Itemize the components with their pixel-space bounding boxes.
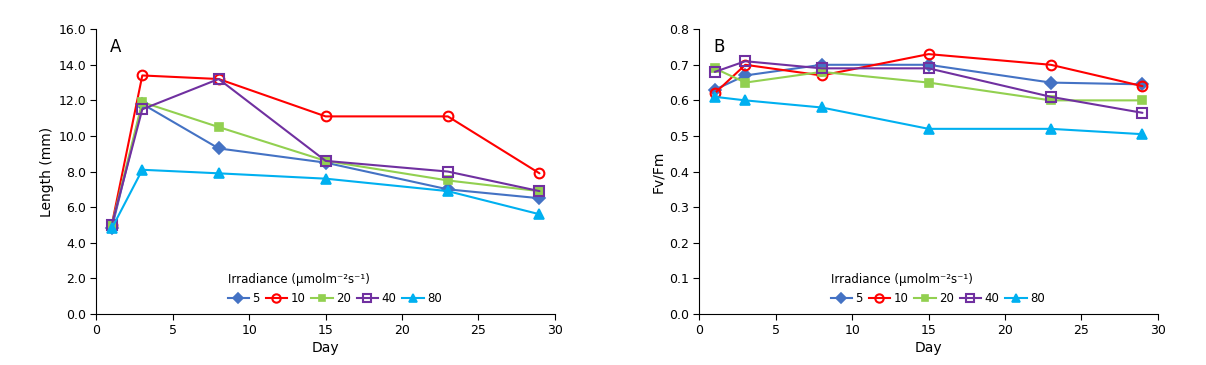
Text: B: B [713, 38, 725, 56]
Legend: 5, 10, 20, 40, 80: 5, 10, 20, 40, 80 [831, 273, 1044, 305]
Legend: 5, 10, 20, 40, 80: 5, 10, 20, 40, 80 [228, 273, 441, 305]
Y-axis label: Fv/Fm: Fv/Fm [651, 150, 665, 193]
Y-axis label: Length (mm): Length (mm) [40, 127, 54, 216]
X-axis label: Day: Day [312, 342, 339, 356]
Text: A: A [110, 38, 122, 56]
X-axis label: Day: Day [915, 342, 942, 356]
